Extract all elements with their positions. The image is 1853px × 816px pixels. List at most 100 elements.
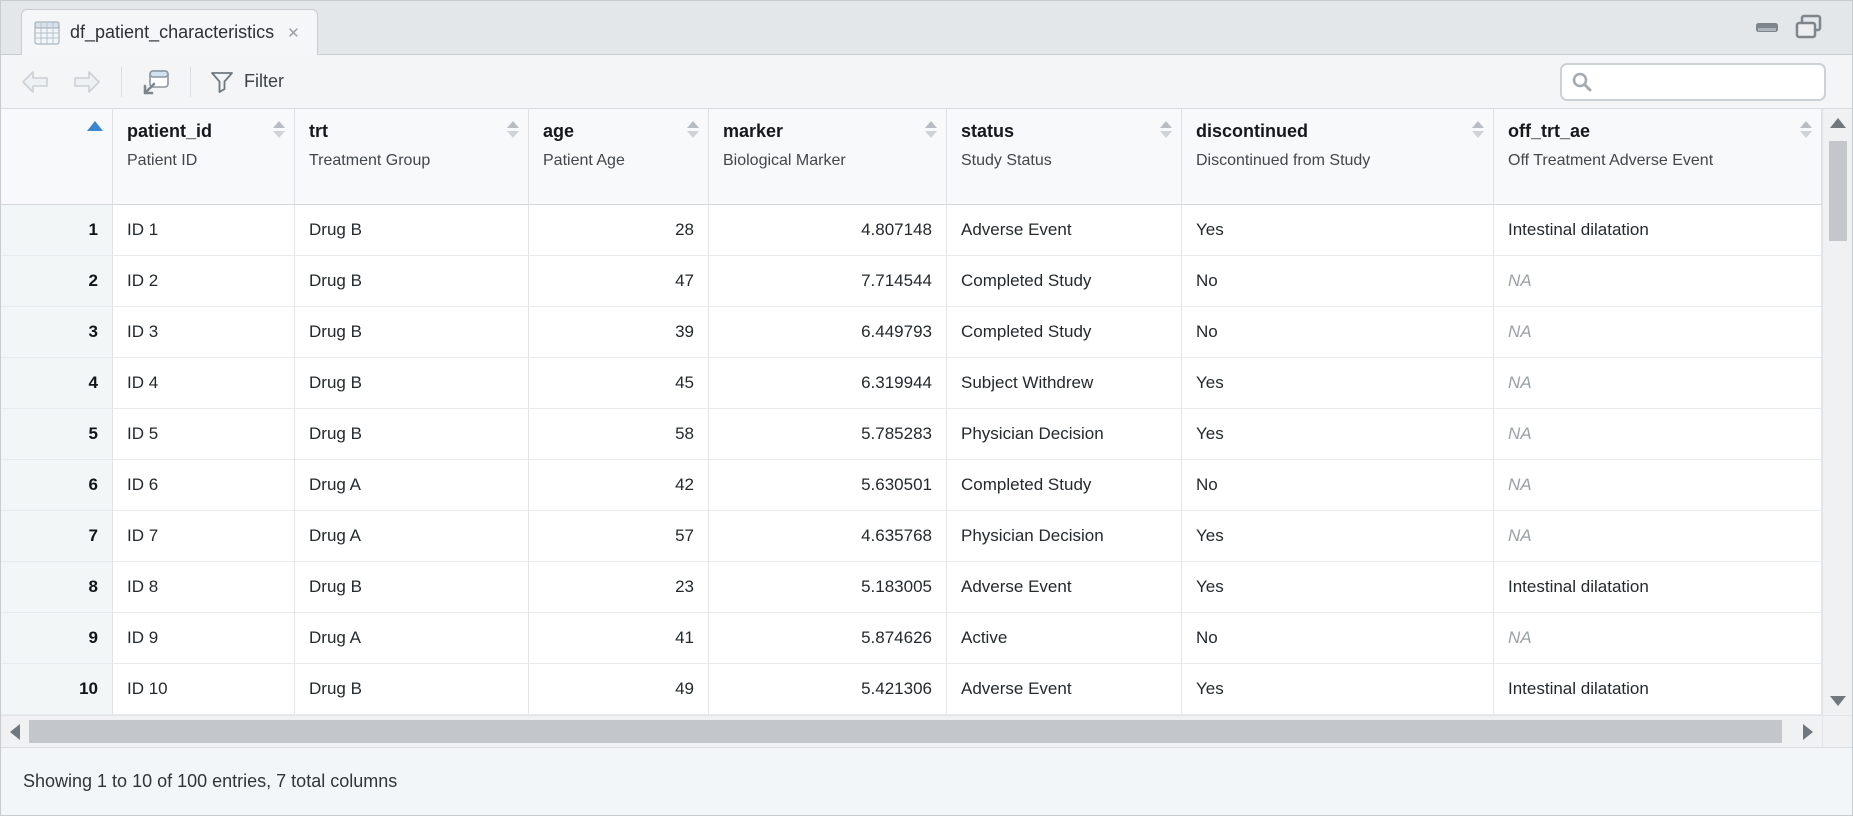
cell-off_trt_ae: NA: [1494, 511, 1822, 562]
cell-trt: Drug B: [295, 307, 529, 358]
cell-age: 41: [529, 613, 709, 664]
maximize-icon[interactable]: [1794, 14, 1822, 40]
cell-discontinued: No: [1182, 460, 1494, 511]
forward-button[interactable]: [67, 65, 105, 99]
cell-trt: Drug A: [295, 511, 529, 562]
row-number-cell: 4: [1, 358, 113, 409]
column-subtitle: Patient Age: [543, 151, 625, 169]
search-box[interactable]: [1560, 62, 1826, 101]
cell-status: Adverse Event: [947, 562, 1182, 613]
column-header-trt[interactable]: trt Treatment Group: [295, 109, 529, 204]
cell-off_trt_ae: NA: [1494, 613, 1822, 664]
tab-close-icon[interactable]: ✕: [287, 24, 300, 42]
sort-arrows-icon: [925, 121, 937, 138]
column-header-patient_id[interactable]: patient_id Patient ID: [113, 109, 295, 204]
column-header-status[interactable]: status Study Status: [947, 109, 1182, 204]
column-title: trt: [309, 121, 328, 141]
vertical-scrollbar-thumb[interactable]: [1828, 141, 1847, 241]
cell-marker: 5.183005: [709, 562, 947, 613]
column-title: off_trt_ae: [1508, 121, 1591, 141]
horizontal-scrollbar[interactable]: [1, 715, 1852, 747]
cell-marker: 5.785283: [709, 409, 947, 460]
cell-status: Subject Withdrew: [947, 358, 1182, 409]
row-number-cell: 10: [1, 664, 113, 715]
row-number-cell: 7: [1, 511, 113, 562]
tab-title: df_patient_characteristics: [70, 22, 275, 42]
status-text: Showing 1 to 10 of 100 entries, 7 total …: [23, 771, 398, 791]
cell-marker: 4.635768: [709, 511, 947, 562]
column-header-age[interactable]: age Patient Age: [529, 109, 709, 204]
cell-discontinued: Yes: [1182, 409, 1494, 460]
cell-marker: 6.319944: [709, 358, 947, 409]
scroll-down-icon[interactable]: [1829, 687, 1846, 715]
table-row: 4 ID 4 Drug B 45 6.319944 Subject Withdrew Yes…: [1, 358, 1822, 409]
column-header-discontinued[interactable]: discontinued Discontinued from Study: [1182, 109, 1494, 204]
scroll-up-icon[interactable]: [1829, 109, 1846, 137]
search-icon: [1570, 70, 1594, 94]
cell-trt: Drug A: [295, 613, 529, 664]
cell-age: 23: [529, 562, 709, 613]
scroll-right-icon[interactable]: [1794, 723, 1822, 740]
column-subtitle: Off Treatment Adverse Event: [1508, 151, 1714, 169]
cell-trt: Drug B: [295, 205, 529, 256]
toolbar: Filter: [1, 55, 1852, 109]
row-number-cell: 1: [1, 205, 113, 256]
cell-off_trt_ae: NA: [1494, 409, 1822, 460]
scroll-left-icon[interactable]: [1, 723, 29, 740]
cell-marker: 5.421306: [709, 664, 947, 715]
sort-arrows-icon: [1472, 121, 1484, 138]
column-subtitle: Study Status: [961, 151, 1052, 169]
tab-df-patient-characteristics[interactable]: df_patient_characteristics ✕: [21, 9, 318, 55]
horizontal-scrollbar-track[interactable]: [29, 716, 1794, 747]
cell-age: 58: [529, 409, 709, 460]
cell-patient_id: ID 4: [113, 358, 295, 409]
open-in-new-window-button[interactable]: [138, 65, 174, 99]
cell-status: Adverse Event: [947, 664, 1182, 715]
cell-trt: Drug B: [295, 256, 529, 307]
column-header-off_trt_ae[interactable]: off_trt_ae Off Treatment Adverse Event: [1494, 109, 1822, 204]
cell-patient_id: ID 2: [113, 256, 295, 307]
sort-arrows-icon: [507, 121, 519, 138]
cell-age: 28: [529, 205, 709, 256]
row-number-cell: 5: [1, 409, 113, 460]
cell-marker: 5.630501: [709, 460, 947, 511]
cell-off_trt_ae: Intestinal dilatation: [1494, 562, 1822, 613]
cell-patient_id: ID 1: [113, 205, 295, 256]
cell-trt: Drug B: [295, 409, 529, 460]
cell-patient_id: ID 8: [113, 562, 295, 613]
column-header-marker[interactable]: marker Biological Marker: [709, 109, 947, 204]
cell-age: 47: [529, 256, 709, 307]
search-input[interactable]: [1594, 72, 1816, 91]
cell-marker: 4.807148: [709, 205, 947, 256]
column-title: patient_id: [127, 121, 213, 141]
back-button[interactable]: [17, 65, 55, 99]
cell-discontinued: No: [1182, 613, 1494, 664]
cell-age: 49: [529, 664, 709, 715]
cell-status: Adverse Event: [947, 205, 1182, 256]
column-subtitle: Treatment Group: [309, 151, 431, 169]
cell-marker: 6.449793: [709, 307, 947, 358]
cell-trt: Drug B: [295, 562, 529, 613]
minimize-icon[interactable]: [1754, 19, 1780, 35]
table-body: 1 ID 1 Drug B 28 4.807148 Adverse Event Yes Int…: [1, 205, 1822, 715]
cell-marker: 5.874626: [709, 613, 947, 664]
vertical-scrollbar[interactable]: [1822, 109, 1852, 715]
table-row: 10 ID 10 Drug B 49 5.421306 Adverse Event Yes I…: [1, 664, 1822, 715]
filter-button[interactable]: Filter: [207, 67, 286, 97]
filter-button-label: Filter: [244, 71, 284, 91]
filter-funnel-icon: [209, 69, 235, 95]
column-header-rownum[interactable]: [1, 109, 113, 204]
column-subtitle: Patient ID: [127, 151, 198, 169]
row-number-cell: 6: [1, 460, 113, 511]
cell-patient_id: ID 5: [113, 409, 295, 460]
sort-arrows-icon: [687, 121, 699, 138]
table-row: 3 ID 3 Drug B 39 6.449793 Completed Study No NA: [1, 307, 1822, 358]
status-bar: Showing 1 to 10 of 100 entries, 7 total …: [1, 747, 1852, 815]
table-row: 8 ID 8 Drug B 23 5.183005 Adverse Event Yes Int…: [1, 562, 1822, 613]
cell-age: 39: [529, 307, 709, 358]
horizontal-scrollbar-thumb[interactable]: [29, 720, 1782, 743]
column-subtitle: Biological Marker: [723, 151, 846, 169]
cell-discontinued: No: [1182, 307, 1494, 358]
cell-discontinued: Yes: [1182, 562, 1494, 613]
